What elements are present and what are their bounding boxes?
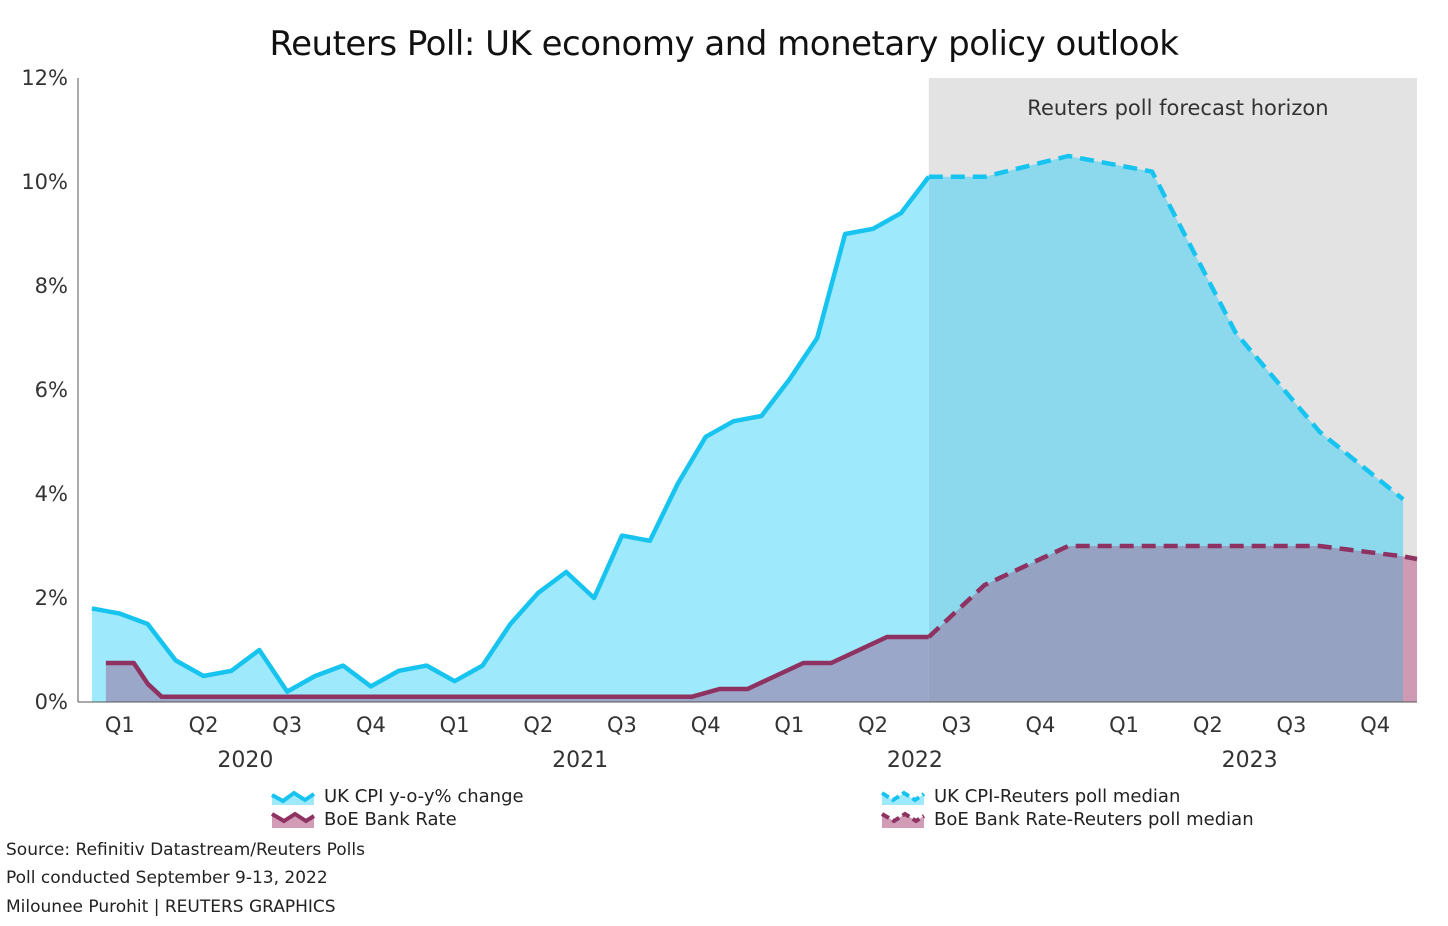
footer-source: Source: Refinitiv Datastream/Reuters Pol… — [6, 840, 365, 860]
bank-rate-forecast-edge — [1403, 556, 1417, 702]
legend-swatch-cpi-poll — [880, 790, 926, 805]
y-tick-label: 2% — [35, 586, 68, 610]
legend-swatch-bank-rate — [270, 811, 316, 828]
legend-swatch-bank-rate-poll — [880, 811, 926, 828]
legend-swatch-cpi — [271, 790, 316, 805]
y-tick-label: 6% — [35, 378, 68, 402]
chart-title: Reuters Poll: UK economy and monetary po… — [269, 24, 1179, 64]
x-tick-label: Q2 — [858, 713, 888, 737]
legend-label-cpi-poll: UK CPI-Reuters poll median — [934, 785, 1181, 807]
legend-item-bank-rate: BoE Bank Rate — [270, 808, 457, 830]
footer-credit: Milounee Purohit | REUTERS GRAPHICS — [6, 897, 336, 917]
forecast-horizon-label: Reuters poll forecast horizon — [1027, 96, 1328, 120]
legend-label-cpi: UK CPI y-o-y% change — [324, 785, 524, 807]
series-line-0 — [91, 175, 931, 694]
x-tick-label: Q3 — [942, 713, 972, 737]
legend-item-bank-rate-poll: BoE Bank Rate-Reuters poll median — [880, 808, 1254, 830]
x-year-label: 2021 — [552, 748, 608, 773]
series-area-2 — [105, 637, 929, 702]
x-tick-label: Q3 — [1277, 713, 1307, 737]
legend-item-cpi: UK CPI y-o-y% change — [270, 785, 524, 807]
x-tick-label: Q2 — [523, 713, 553, 737]
series-area-0 — [91, 176, 929, 703]
legend-label-bank-rate-poll: BoE Bank Rate-Reuters poll median — [934, 808, 1254, 830]
x-tick-label: Q1 — [1109, 713, 1139, 737]
series-line-2 — [105, 634, 929, 700]
x-tick-label: Q4 — [1025, 713, 1055, 737]
x-year-label: 2022 — [887, 748, 943, 773]
y-tick-label: 0% — [35, 690, 68, 714]
x-tick-label: Q4 — [356, 713, 386, 737]
legend-item-cpi-poll: UK CPI-Reuters poll median — [880, 785, 1180, 807]
y-tick-label: 4% — [35, 482, 68, 506]
x-tick-label: Q3 — [607, 713, 637, 737]
series-area-3 — [928, 546, 1417, 702]
x-year-label: 2020 — [217, 748, 273, 773]
x-tick-label: Q4 — [691, 713, 721, 737]
y-tick-label: 8% — [35, 274, 68, 298]
x-tick-label: Q1 — [774, 713, 804, 737]
x-year-label: 2023 — [1222, 748, 1278, 773]
y-tick-label: 12% — [21, 66, 68, 90]
footer-poll-date: Poll conducted September 9-13, 2022 — [6, 868, 328, 888]
x-tick-label: Q4 — [1360, 713, 1390, 737]
x-tick-label: Q2 — [1193, 713, 1223, 737]
x-tick-label: Q3 — [272, 713, 302, 737]
y-tick-label: 10% — [21, 170, 68, 194]
legend-label-bank-rate: BoE Bank Rate — [324, 808, 457, 830]
x-tick-label: Q1 — [440, 713, 470, 737]
series-line-1 — [928, 153, 1405, 501]
series-line-3 — [927, 543, 1418, 639]
x-tick-label: Q2 — [189, 713, 219, 737]
x-tick-label: Q1 — [105, 713, 135, 737]
